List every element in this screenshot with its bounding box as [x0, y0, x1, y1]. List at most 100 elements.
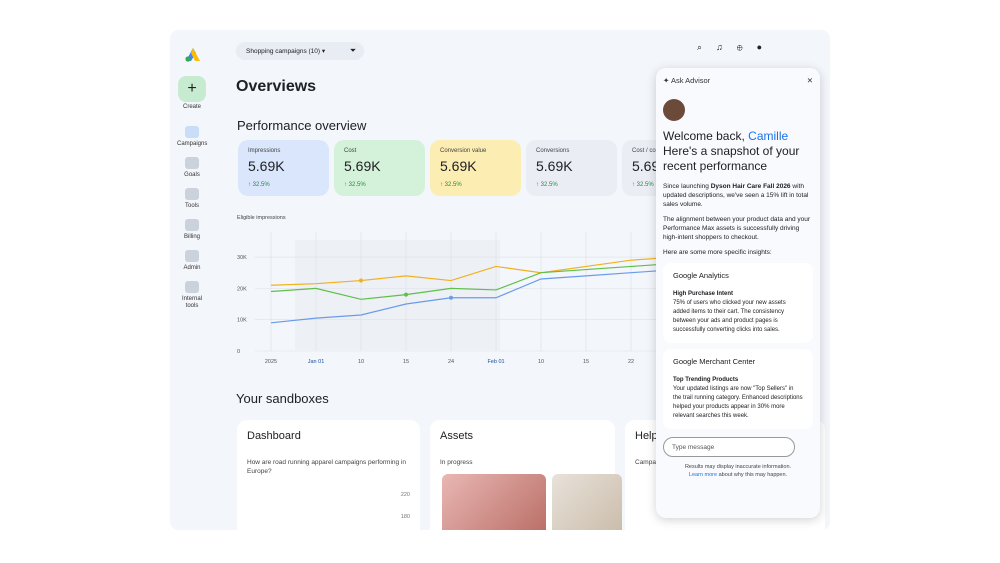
series-line	[270, 270, 660, 324]
metric-label: Conversion value	[440, 148, 487, 154]
nav-label: Internal tools	[181, 296, 202, 309]
nav-icon	[185, 250, 199, 262]
create-button[interactable]: +	[178, 76, 206, 102]
nav-label: Tools	[184, 203, 199, 209]
insight-card: Google Merchant Center Top Trending Produ…	[663, 349, 813, 429]
x-tick-label: 24	[448, 359, 454, 365]
insight-source: Google Analytics	[673, 271, 729, 280]
metric-change: ↑ 32.5%	[248, 182, 270, 188]
y-tick-label: 10K	[237, 318, 247, 324]
campaign-filter[interactable]: Shopping campaigns (10) ▾	[236, 42, 364, 60]
disclaimer: Results may display inaccurate informati…	[663, 463, 813, 479]
sandbox-title: Assets	[440, 430, 474, 442]
metric-change: ↑ 32.5%	[344, 182, 366, 188]
mini-tick-label: 220	[400, 492, 410, 498]
section-title: Your sandboxes	[236, 391, 329, 406]
asset-image	[552, 474, 622, 530]
metric-change: ↑ 32.5%	[440, 182, 462, 188]
x-tick-label: 10	[358, 359, 364, 365]
sandbox-card[interactable]: Assets In progress	[430, 420, 622, 530]
advisor-title: Ask Advisor	[670, 76, 711, 85]
logo	[185, 48, 200, 62]
x-tick-label: 22	[628, 359, 634, 365]
series-line	[270, 263, 660, 300]
nav-icon	[185, 188, 199, 200]
metric-value: 5.69K	[440, 158, 477, 174]
nav-item[interactable]: Campaigns	[170, 126, 214, 148]
paragraph: Since launching Dyson Hair Care Fall 202…	[663, 182, 813, 209]
learn-more-link[interactable]: Learn more	[688, 472, 718, 478]
nav-item[interactable]: Tools	[170, 188, 214, 210]
nav-item[interactable]: Internal tools	[170, 281, 214, 310]
metric-label: Conversions	[536, 148, 570, 154]
toolbar[interactable]: ⌕♫⊕●	[697, 42, 777, 52]
filter-label: Shopping campaigns (10)	[246, 48, 321, 55]
metric-card[interactable]: Conversion value 5.69K ↑ 32.5%	[430, 140, 521, 196]
metric-value: 5.69K	[344, 158, 381, 174]
nav-icon	[185, 219, 199, 231]
x-tick-label: Jan 01	[308, 359, 325, 365]
metric-change: ↑ 32.5%	[632, 182, 654, 188]
insight-text: 75% of users who clicked your new assets…	[673, 300, 786, 333]
close-button[interactable]: ✕	[806, 76, 813, 85]
metric-label: Cost / conv.	[632, 148, 664, 154]
paragraph: Here are some more specific insights:	[663, 249, 772, 256]
text: Since launching	[663, 183, 711, 190]
nav-icon	[185, 157, 199, 169]
x-tick-label: 15	[403, 359, 409, 365]
y-tick-label: 20K	[237, 286, 247, 292]
greeting: Welcome back,	[663, 129, 749, 143]
x-tick-label: 15	[583, 359, 589, 365]
advisor-header: ✦ Ask Advisor ✕	[663, 76, 813, 85]
sandbox-text: Campaigns	[635, 459, 668, 466]
nav-item[interactable]: Admin	[170, 250, 214, 272]
metric-label: Impressions	[248, 148, 281, 154]
sandbox-title: Help	[635, 430, 658, 442]
insight-title: Top Trending Products	[673, 377, 739, 383]
x-tick-label: Feb 01	[487, 359, 504, 365]
mini-tick-label: 180	[400, 514, 410, 520]
insight-card: Google Analytics High Purchase Intent 75% …	[663, 263, 813, 343]
insight-text: Your updated listings are now "Top Selle…	[673, 386, 803, 419]
data-point	[449, 295, 453, 300]
y-tick-label: 0	[237, 349, 240, 355]
nav-item[interactable]: Goals	[170, 157, 214, 179]
nav-item[interactable]: Billing	[170, 219, 214, 241]
snapshot: Here's a snapshot of your recent perform…	[663, 144, 800, 173]
nav-icon	[185, 126, 199, 138]
sandbox-title: Dashboard	[247, 430, 301, 442]
x-tick-label: 2025	[265, 359, 277, 365]
page-title: Overviews	[236, 78, 317, 95]
text: Results may display inaccurate informati…	[684, 464, 792, 470]
insight-title: High Purchase Intent	[673, 291, 734, 297]
data-point	[404, 292, 408, 297]
text: with updated descriptions, we've seen a …	[663, 183, 809, 208]
insight-source: Google Merchant Center	[673, 357, 756, 366]
nav-label: Campaigns	[177, 141, 208, 147]
x-tick-label: 10	[538, 359, 544, 365]
metric-card[interactable]: Impressions 5.69K ↑ 32.5%	[238, 140, 329, 196]
nav-label: Admin	[183, 265, 201, 271]
sandbox-text: In progress	[440, 459, 473, 466]
nav-label: Goals	[184, 172, 200, 178]
filter-button[interactable]: ⏷	[344, 42, 362, 60]
metric-card[interactable]: Cost 5.69K ↑ 32.5%	[334, 140, 425, 196]
text: about why this may happen.	[717, 472, 788, 478]
metric-value: 5.69K	[536, 158, 573, 174]
metric-card[interactable]: Conversions 5.69K ↑ 32.5%	[526, 140, 617, 196]
message-input[interactable]: Type message	[663, 437, 795, 457]
nav-label: Create	[182, 104, 201, 110]
asset-image	[442, 474, 546, 530]
nav-icon	[185, 281, 199, 293]
data-point	[359, 278, 363, 283]
avatar	[663, 99, 685, 121]
sandbox-card[interactable]: Dashboard How are road running apparel ca…	[237, 420, 420, 530]
campaign: Dyson Hair Care Fall 2026	[710, 183, 791, 190]
advisor-panel: ✦ Ask Advisor ✕ Welcome back, Camille Here…	[656, 68, 820, 518]
chart-title: Eligible impressions	[237, 215, 286, 221]
headline: Welcome back, Camille Here's a snapshot o…	[663, 129, 813, 174]
metric-change: ↑ 32.5%	[536, 182, 558, 188]
series-line	[270, 257, 660, 286]
